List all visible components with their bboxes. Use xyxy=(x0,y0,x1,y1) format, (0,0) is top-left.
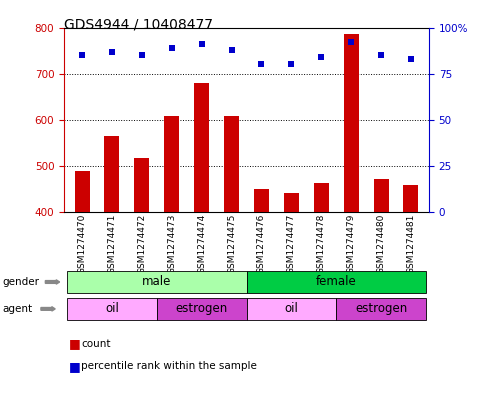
Text: agent: agent xyxy=(2,304,33,314)
Text: ■: ■ xyxy=(69,337,81,351)
Point xyxy=(347,39,355,46)
Bar xyxy=(74,171,90,212)
Point xyxy=(138,52,146,59)
Text: ■: ■ xyxy=(69,360,81,373)
Point xyxy=(407,56,415,62)
Point xyxy=(198,41,206,47)
Point xyxy=(257,61,265,68)
Text: GDS4944 / 10408477: GDS4944 / 10408477 xyxy=(64,18,213,32)
Point xyxy=(317,54,325,60)
Text: male: male xyxy=(142,275,172,288)
Bar xyxy=(164,116,179,212)
Bar xyxy=(344,35,358,212)
Text: count: count xyxy=(81,339,111,349)
Bar xyxy=(254,189,269,212)
Point xyxy=(377,52,385,59)
Bar xyxy=(224,116,239,212)
Text: oil: oil xyxy=(284,302,298,316)
Bar xyxy=(403,185,419,212)
Point xyxy=(168,45,176,51)
Bar xyxy=(135,158,149,212)
Point xyxy=(108,48,116,55)
Text: oil: oil xyxy=(105,302,119,316)
Bar xyxy=(105,136,119,212)
Text: gender: gender xyxy=(2,277,39,287)
Text: estrogen: estrogen xyxy=(176,302,228,316)
Text: female: female xyxy=(316,275,356,288)
Bar xyxy=(284,193,299,212)
Bar xyxy=(374,179,388,212)
Point xyxy=(228,46,236,53)
Text: estrogen: estrogen xyxy=(355,302,407,316)
Text: percentile rank within the sample: percentile rank within the sample xyxy=(81,361,257,371)
Bar xyxy=(314,183,329,212)
Point xyxy=(78,52,86,59)
Bar xyxy=(194,83,209,212)
Point xyxy=(287,61,295,68)
